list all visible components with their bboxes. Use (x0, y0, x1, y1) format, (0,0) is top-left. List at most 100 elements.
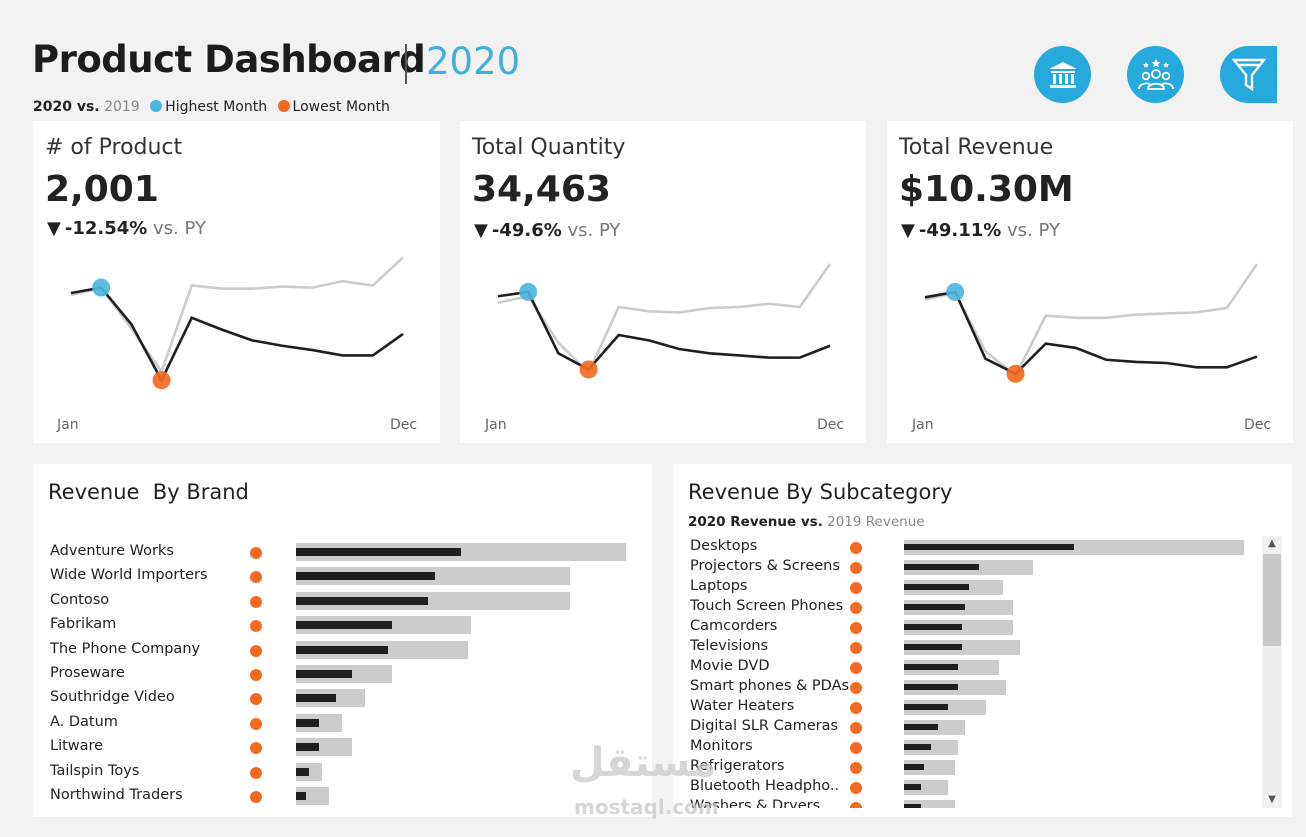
row-label[interactable]: The Phone Company (50, 640, 201, 657)
current-year-bar[interactable] (904, 704, 949, 710)
row-label[interactable]: A. Datum (50, 713, 118, 730)
row-label[interactable]: Washers & Dryers (690, 798, 821, 808)
current-year-bar[interactable] (296, 645, 389, 654)
filter-button[interactable] (1220, 46, 1277, 103)
current-year-bar[interactable] (296, 572, 435, 581)
lowest-month-dot[interactable] (850, 542, 862, 554)
lowest-month-marker[interactable] (1006, 364, 1025, 383)
current-year-bar[interactable] (904, 584, 969, 590)
row-label[interactable]: Water Heaters (690, 698, 795, 714)
current-year-bar[interactable] (904, 624, 962, 630)
current-year-bar[interactable] (904, 724, 938, 730)
row-label[interactable]: Monitors (690, 738, 753, 754)
row-label[interactable]: Touch Screen Phones (690, 598, 844, 614)
current-year-bar[interactable] (904, 764, 925, 770)
lowest-month-dot[interactable] (850, 722, 862, 734)
current-year-bar[interactable] (904, 544, 1074, 550)
row-label[interactable]: Fabrikam (50, 616, 117, 633)
lowest-month-dot[interactable] (850, 682, 862, 694)
current-year-bar[interactable] (296, 694, 336, 703)
current-year-bar[interactable] (904, 684, 959, 690)
previous-year-bar[interactable] (904, 799, 955, 808)
lowest-month-marker[interactable] (579, 360, 598, 379)
previous-year-bar[interactable] (296, 738, 353, 757)
previous-year-bar[interactable] (904, 639, 1020, 655)
lowest-month-dot[interactable] (850, 582, 862, 594)
current-year-bar[interactable] (904, 804, 921, 808)
subcategory-list[interactable]: Desktops Projectors & Screens Laptops Touch… (673, 536, 1262, 808)
lowest-month-dot[interactable] (850, 602, 862, 614)
row-label[interactable]: Northwind Traders (50, 787, 183, 803)
current-year-bar[interactable] (296, 767, 310, 776)
lowest-month-dot[interactable] (250, 669, 262, 681)
scroll-down-icon[interactable]: ▼ (1268, 794, 1276, 805)
previous-year-bar[interactable] (296, 787, 329, 805)
previous-year-bar[interactable] (296, 591, 570, 610)
lowest-month-dot[interactable] (850, 742, 862, 754)
subcategory-scrollbar[interactable]: ▲ ▼ (1262, 536, 1282, 808)
lowest-month-dot[interactable] (850, 622, 862, 634)
current-year-bar[interactable] (904, 564, 979, 570)
lowest-month-dot[interactable] (850, 802, 862, 808)
team-button[interactable] (1127, 46, 1184, 103)
current-year-bar[interactable] (296, 548, 461, 556)
current-year-bar[interactable] (296, 621, 392, 630)
lowest-month-dot[interactable] (250, 620, 262, 633)
lowest-month-dot[interactable] (250, 791, 262, 803)
current-year-bar[interactable] (296, 792, 306, 800)
lowest-month-dot[interactable] (250, 693, 262, 706)
row-label[interactable]: Desktops (690, 538, 758, 554)
lowest-month-dot[interactable] (250, 547, 262, 559)
previous-year-bar[interactable] (904, 739, 959, 755)
lowest-month-dot[interactable] (850, 562, 862, 574)
previous-year-bar[interactable] (904, 759, 955, 775)
row-label[interactable]: Refrigerators (690, 758, 785, 774)
row-label[interactable]: Southridge Video (50, 689, 175, 706)
previous-year-bar[interactable] (296, 543, 626, 561)
current-year-bar[interactable] (904, 604, 966, 610)
current-year-bar[interactable] (904, 664, 959, 670)
current-year-bar[interactable] (904, 784, 921, 790)
row-label[interactable]: Movie DVD (690, 658, 770, 674)
lowest-month-dot[interactable] (850, 782, 862, 794)
previous-year-bar[interactable] (904, 539, 1244, 555)
current-year-bar[interactable] (296, 670, 353, 678)
previous-year-bar[interactable] (904, 779, 949, 795)
lowest-month-dot[interactable] (850, 762, 862, 774)
previous-year-bar[interactable] (296, 762, 323, 781)
row-label[interactable]: Digital SLR Cameras (690, 718, 839, 734)
lowest-month-dot[interactable] (850, 642, 862, 654)
lowest-month-marker[interactable] (152, 371, 171, 390)
row-label[interactable]: Bluetooth Headpho.. (690, 778, 840, 794)
current-year-bar[interactable] (904, 744, 932, 750)
lowest-month-dot[interactable] (850, 702, 862, 714)
row-label[interactable]: Camcorders (690, 618, 778, 634)
highest-month-marker[interactable] (92, 278, 111, 297)
row-label[interactable]: Smart phones & PDAs (690, 678, 850, 694)
lowest-month-dot[interactable] (250, 766, 262, 779)
row-label[interactable]: Contoso (50, 591, 110, 608)
bank-button[interactable] (1034, 46, 1091, 103)
lowest-month-dot[interactable] (250, 742, 262, 755)
row-label[interactable]: Wide World Importers (50, 567, 208, 584)
row-label[interactable]: Litware (50, 738, 104, 755)
lowest-month-dot[interactable] (250, 644, 262, 657)
row-label[interactable]: Proseware (50, 665, 125, 681)
row-label[interactable]: Projectors & Screens (690, 558, 840, 574)
scroll-thumb[interactable] (1263, 554, 1281, 646)
highest-month-marker[interactable] (946, 282, 965, 301)
row-label[interactable]: Televisions (690, 638, 769, 654)
scroll-up-icon[interactable]: ▲ (1268, 538, 1276, 549)
current-year-bar[interactable] (296, 596, 428, 605)
lowest-month-dot[interactable] (850, 662, 862, 674)
previous-year-bar[interactable] (296, 713, 343, 732)
highest-month-marker[interactable] (519, 282, 538, 301)
row-label[interactable]: Laptops (690, 578, 748, 594)
row-label[interactable]: Tailspin Toys (50, 762, 140, 779)
current-year-bar[interactable] (296, 718, 320, 727)
lowest-month-dot[interactable] (250, 717, 262, 730)
lowest-month-dot[interactable] (250, 595, 262, 608)
row-label[interactable]: Adventure Works (50, 543, 174, 559)
current-year-bar[interactable] (296, 743, 320, 752)
current-year-bar[interactable] (904, 644, 962, 650)
